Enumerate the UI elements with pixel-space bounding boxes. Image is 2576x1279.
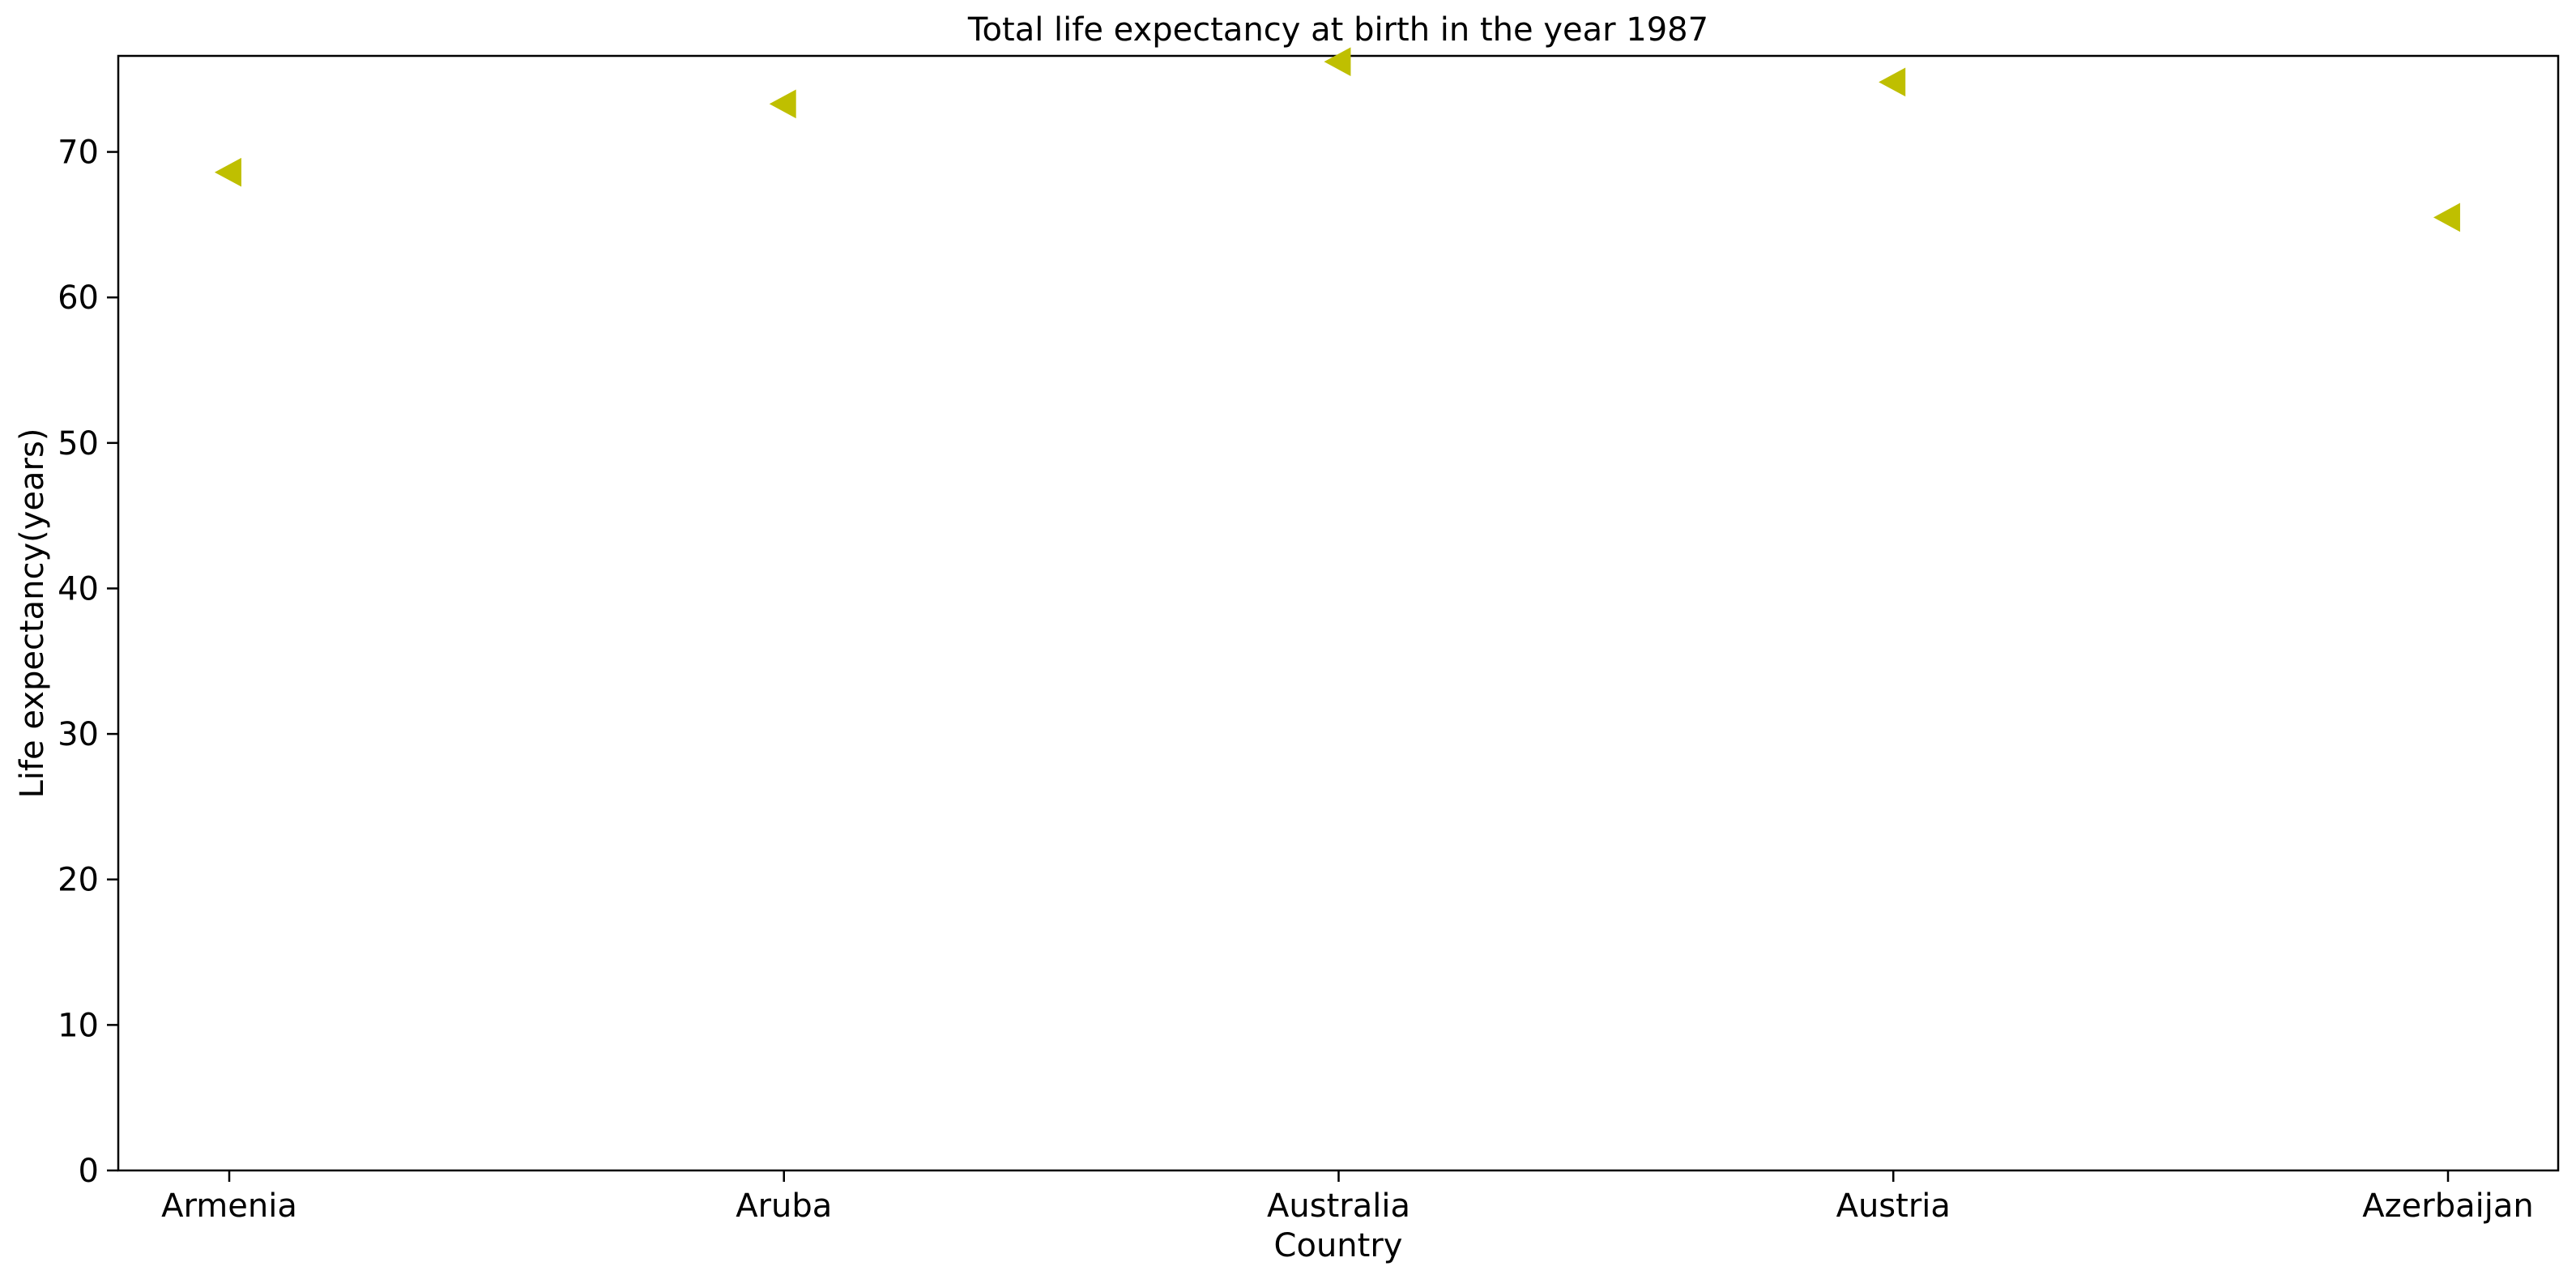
- y-tick-label: 70: [58, 134, 99, 172]
- y-tick-label: 0: [79, 1153, 99, 1190]
- chart-title: Total life expectancy at birth in the ye…: [967, 11, 1708, 49]
- data-point-aruba: [769, 89, 796, 119]
- data-markers: [214, 47, 2460, 232]
- data-point-australia: [1324, 47, 1351, 77]
- x-tick-label: Azerbaijan: [2362, 1187, 2533, 1225]
- y-tick-label: 40: [58, 570, 99, 608]
- y-tick-label: 60: [58, 279, 99, 317]
- y-axis: 0 10 20 30 40 50 60 70: [58, 134, 118, 1190]
- data-point-azerbaijan: [2433, 203, 2460, 232]
- x-tick-label: Aruba: [736, 1187, 832, 1225]
- y-axis-title: Life expectancy(years): [14, 428, 51, 799]
- x-axis-title: Country: [1274, 1227, 1403, 1264]
- x-tick-label: Australia: [1267, 1187, 1410, 1225]
- x-tick-label: Austria: [1836, 1187, 1951, 1225]
- data-point-austria: [1879, 67, 1906, 97]
- y-tick-label: 30: [58, 716, 99, 753]
- y-tick-label: 50: [58, 425, 99, 463]
- x-axis: Armenia Aruba Australia Austria Azerbaijan: [161, 1170, 2534, 1225]
- y-tick-label: 20: [58, 862, 99, 899]
- data-point-armenia: [214, 157, 241, 187]
- y-tick-label: 10: [58, 1007, 99, 1044]
- x-tick-label: Armenia: [161, 1187, 297, 1225]
